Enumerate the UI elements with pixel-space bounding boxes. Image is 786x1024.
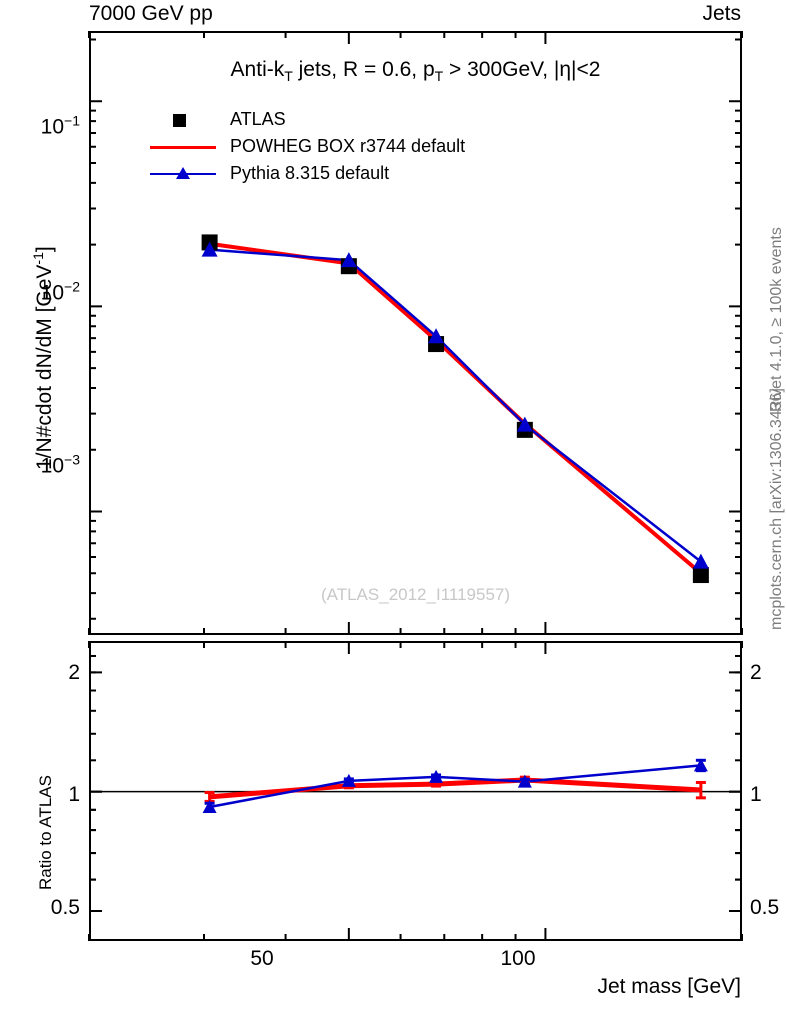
- ratio-plot-frame: [89, 641, 742, 941]
- plot-title-c: > 300GeV, |η|<2: [443, 58, 601, 81]
- ratio-tick-label-2-right: 2: [750, 661, 762, 684]
- plot-title-a: Anti-k: [230, 58, 285, 81]
- legend-entry-atlas[interactable]: ATLAS: [150, 106, 465, 133]
- ratio-tick-label-2-left: 2: [68, 661, 80, 684]
- y-axis-title-bracket: ]: [33, 246, 56, 253]
- y-axis-title-exponent: -1: [30, 252, 46, 265]
- legend-key-square-icon: [150, 110, 216, 130]
- legend-entry-pythia[interactable]: Pythia 8.315 default: [150, 160, 465, 187]
- y-tick-label-1e-1: 10−1: [40, 112, 80, 139]
- ratio-tick-label-05-left: 0.5: [50, 896, 80, 919]
- y-tick-label-1e-3: 10−3: [40, 451, 80, 478]
- x-axis-title: Jet mass [GeV]: [597, 975, 741, 998]
- legend: ATLAS POWHEG BOX r3744 default Pythia 8.…: [150, 106, 465, 187]
- rivet-version-credit: Rivet 4.1.0, ≥ 100k events: [768, 227, 785, 412]
- ratio-tick-label-1-left: 1: [68, 783, 80, 806]
- ratio-tick-label-1-right: 1: [750, 783, 762, 806]
- analysis-category-label: Jets: [702, 2, 741, 25]
- plot-title-sub-t1: T: [284, 68, 293, 85]
- y-tick-label-1e-2: 10−2: [40, 278, 80, 305]
- x-tick-label-50: 50: [250, 947, 274, 970]
- legend-label-atlas: ATLAS: [230, 109, 286, 129]
- plot-title-b: jets, R = 0.6, p: [292, 58, 435, 81]
- legend-label-powheg: POWHEG BOX r3744 default: [230, 136, 466, 156]
- analysis-id-watermark: (ATLAS_2012_I1119557): [320, 585, 511, 604]
- legend-entry-powheg[interactable]: POWHEG BOX r3744 default: [150, 133, 465, 160]
- mcplots-source-credit: mcplots.cern.ch [arXiv:1306.3436]: [768, 388, 785, 630]
- beam-energy-label: 7000 GeV pp: [89, 2, 213, 25]
- legend-key-red-line-icon: [150, 137, 216, 157]
- plot-title-sub-t2: T: [434, 68, 444, 85]
- ratio-tick-label-05-right: 0.5: [750, 896, 780, 919]
- x-tick-label-100: 100: [500, 947, 536, 970]
- legend-label-pythia: Pythia 8.315 default: [230, 163, 390, 183]
- legend-key-blue-triangle-icon: [150, 164, 216, 184]
- plot-title: Anti-kT jets, R = 0.6, pT > 300GeV, |η|<…: [89, 58, 742, 84]
